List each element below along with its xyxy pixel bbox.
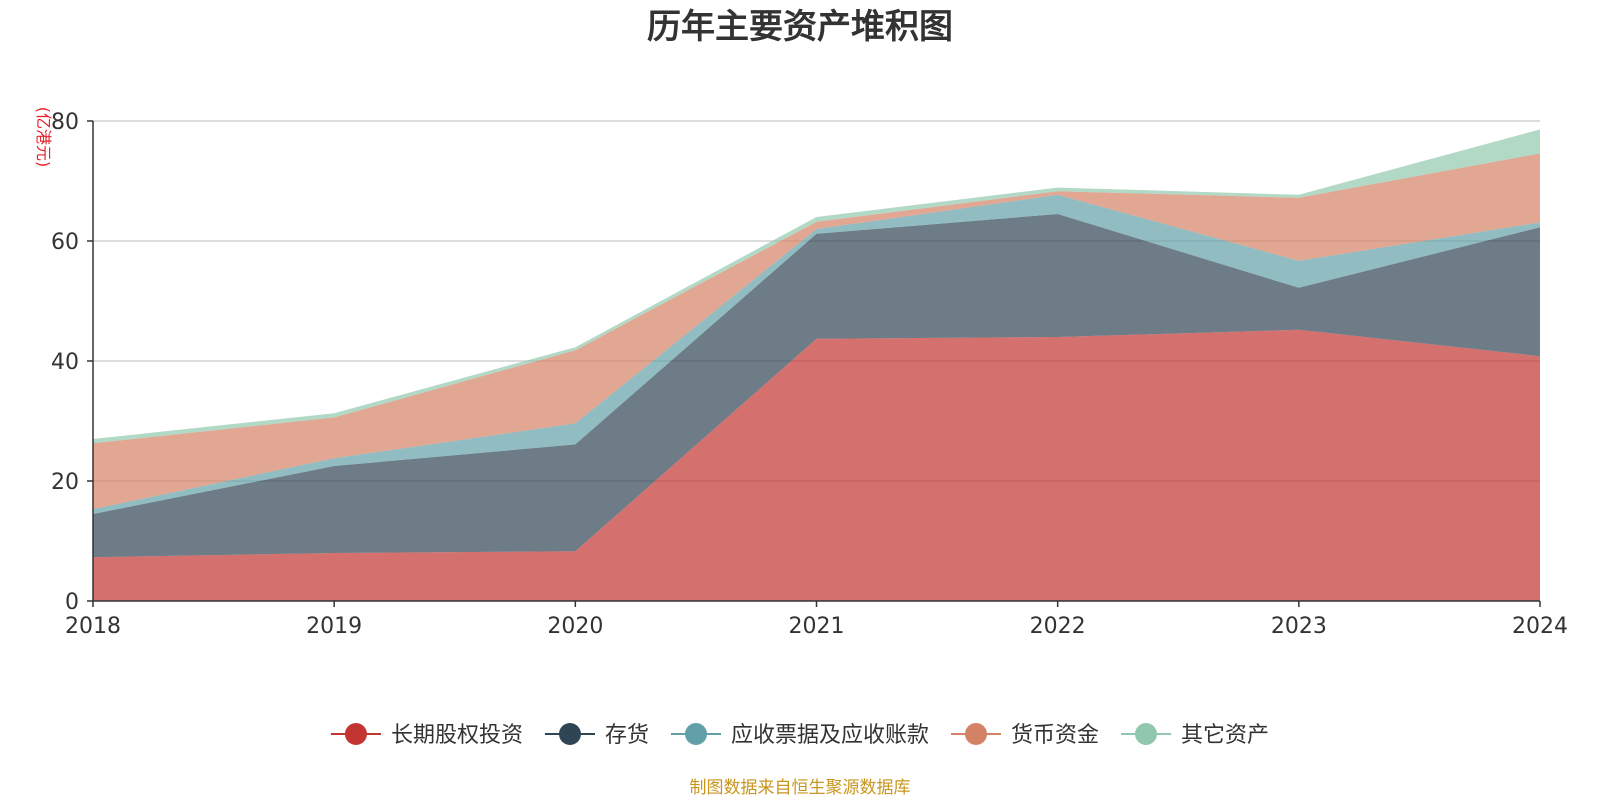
area-series-1 [93, 329, 1540, 601]
legend-label: 存货 [605, 723, 649, 748]
x-tick-label: 2019 [306, 614, 362, 639]
area-series-group [93, 129, 1540, 601]
y-tick-label: 0 [65, 590, 79, 615]
x-tick-labels: 2018 2019 2020 2021 2022 2023 2024 [65, 614, 1568, 639]
x-tick-label: 2024 [1512, 614, 1568, 639]
x-tick-label: 2018 [65, 614, 121, 639]
legend: 长期股权投资 存货 应收票据及应收账款 货币资金 其它资产 [330, 723, 1269, 748]
legend-item-2[interactable]: 存货 [544, 723, 649, 748]
y-tick-label: 80 [51, 110, 79, 135]
axes [87, 120, 1541, 607]
y-tick-labels: 0 20 40 60 80 [51, 110, 79, 615]
legend-marker [558, 723, 581, 745]
legend-marker [965, 723, 988, 745]
x-tick-label: 2020 [547, 614, 603, 639]
legend-item-1[interactable]: 长期股权投资 [330, 723, 523, 748]
chart-title: 历年主要资产堆积图 [647, 7, 953, 47]
legend-marker [344, 723, 367, 745]
area-series-2 [93, 214, 1540, 558]
legend-label: 货币资金 [1011, 723, 1099, 748]
y-tick-label: 40 [51, 350, 79, 375]
x-tick-label: 2023 [1271, 614, 1327, 639]
area-series-3 [93, 194, 1540, 515]
area-series-4 [93, 153, 1540, 510]
legend-item-4[interactable]: 货币资金 [951, 723, 1099, 748]
y-tick-label: 60 [51, 230, 79, 255]
legend-label: 应收票据及应收账款 [731, 723, 929, 748]
y-axis-unit-label: (亿港元) [34, 107, 53, 168]
legend-item-5[interactable]: 其它资产 [1121, 723, 1269, 748]
x-tick-label: 2022 [1030, 614, 1086, 639]
x-tick-label: 2021 [789, 614, 845, 639]
legend-item-3[interactable]: 应收票据及应收账款 [670, 723, 929, 748]
data-source-note: 制图数据来自恒生聚源数据库 [690, 778, 911, 798]
legend-label: 其它资产 [1181, 723, 1269, 748]
legend-label: 长期股权投资 [391, 723, 523, 748]
y-tick-label: 20 [51, 470, 79, 495]
legend-marker [1135, 723, 1158, 745]
legend-marker [684, 723, 707, 745]
